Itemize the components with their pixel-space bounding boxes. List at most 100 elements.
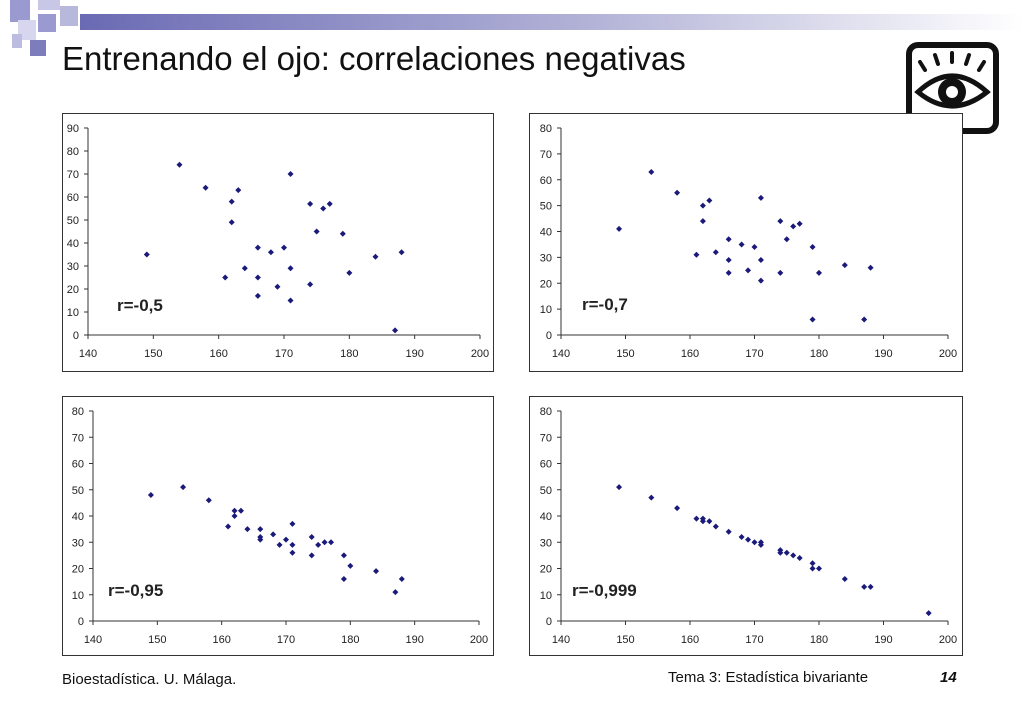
x-tick-label: 200: [471, 348, 489, 360]
scatter-point: [340, 552, 347, 559]
scatter-point: [392, 589, 399, 596]
scatter-point: [616, 225, 623, 232]
scatter-plot-r05: 0 10 20 30 40 50 60 70 80 90 140 150 160 170 180 190 200: [67, 123, 489, 360]
scatter-point: [287, 297, 294, 304]
x-tick-label: 170: [745, 348, 763, 360]
scatter-point: [809, 244, 816, 251]
x-tick-label: 170: [277, 634, 295, 646]
scatter-point: [147, 492, 154, 498]
scatter-point: [790, 223, 797, 230]
x-tick-label: 190: [405, 348, 423, 360]
x-tick-label: 140: [552, 634, 570, 646]
y-tick-label: 40: [67, 238, 79, 250]
scatter-point: [783, 549, 790, 556]
scatter-point: [712, 249, 719, 256]
y-tick-label: 70: [540, 432, 552, 444]
x-tick-label: 180: [340, 348, 358, 360]
x-tick-label: 160: [681, 634, 699, 646]
scatter-point: [202, 184, 209, 191]
scatter-point: [328, 539, 335, 546]
x-tick-label: 150: [616, 348, 634, 360]
scatter-point: [725, 269, 732, 276]
scatter-point: [725, 256, 732, 263]
scatter-point: [699, 202, 706, 209]
x-tick-label: 190: [874, 634, 892, 646]
scatter-point: [176, 161, 183, 168]
scatter-point: [254, 244, 261, 251]
y-tick-label: 20: [67, 284, 79, 296]
y-tick-label: 10: [540, 590, 552, 602]
scatter-point: [307, 200, 314, 207]
y-tick-label: 80: [540, 406, 552, 418]
scatter-point: [861, 316, 868, 323]
scatter-point: [699, 518, 706, 525]
x-tick-label: 200: [470, 634, 488, 646]
scatter-point: [228, 219, 235, 226]
scatter-point: [340, 576, 347, 582]
scatter-point: [757, 194, 764, 201]
scatter-point: [347, 562, 354, 569]
scatter-point: [205, 497, 212, 504]
scatter-point: [289, 541, 296, 548]
scatter-point: [616, 484, 623, 491]
scatter-point: [237, 507, 244, 514]
scatter-point: [289, 549, 296, 556]
x-tick-label: 190: [405, 634, 423, 646]
scatter-plot-r0999: 0 10 20 30 40 50 60 70 80 140 150 160 170 180 190 200: [540, 406, 957, 646]
scatter-point: [274, 283, 281, 290]
x-tick-label: 170: [745, 634, 763, 646]
y-tick-label: 80: [72, 406, 84, 418]
y-tick-label: 40: [540, 511, 552, 523]
x-tick-label: 150: [144, 348, 162, 360]
x-tick-label: 180: [810, 348, 828, 360]
scatter-point: [809, 565, 816, 572]
scatter-point: [706, 197, 713, 204]
scatter-point: [841, 262, 848, 269]
scatter-point: [777, 269, 784, 276]
scatter-point: [231, 513, 238, 519]
y-tick-label: 80: [67, 146, 79, 158]
scatter-point: [257, 536, 264, 543]
scatter-point: [674, 505, 681, 512]
x-tick-label: 190: [874, 348, 892, 360]
header-decoration: [10, 0, 1024, 56]
scatter-point: [254, 274, 261, 281]
y-tick-label: 0: [73, 330, 79, 342]
slide-title: Entrenando el ojo: correlaciones negativ…: [62, 40, 686, 77]
scatter-point: [648, 168, 655, 175]
scatter-point: [225, 523, 232, 530]
x-tick-label: 150: [148, 634, 166, 646]
scatter-point: [308, 534, 315, 540]
scatter-point: [738, 241, 745, 248]
scatter-point: [738, 534, 745, 540]
scatter-point: [281, 244, 287, 251]
y-tick-label: 30: [540, 537, 552, 549]
scatter-plot-r095: 0 10 20 30 40 50 60 70 80 140 150 160 170 180 190 200: [72, 406, 488, 646]
scatter-point: [796, 220, 803, 227]
scatter-point: [308, 552, 315, 559]
scatter-point: [287, 171, 294, 177]
scatter-point: [745, 267, 752, 274]
correlation-label: r=-0,999: [572, 581, 637, 600]
scatter-point: [321, 539, 328, 546]
x-tick-label: 150: [616, 634, 634, 646]
scatter-point: [745, 536, 752, 543]
scatter-point: [867, 264, 874, 271]
y-tick-label: 10: [67, 307, 79, 319]
y-tick-label: 10: [72, 590, 84, 602]
scatter-point: [712, 523, 719, 530]
scatter-point: [861, 583, 868, 590]
y-tick-label: 60: [72, 459, 84, 471]
scatter-point: [777, 218, 784, 225]
y-tick-label: 50: [72, 485, 84, 497]
scatter-point: [816, 565, 822, 572]
x-tick-label: 200: [939, 634, 957, 646]
scatter-point: [346, 269, 353, 276]
footer-topic: Tema 3: Estadística bivariante: [668, 669, 869, 686]
x-tick-label: 140: [79, 348, 97, 360]
y-tick-label: 90: [67, 123, 79, 135]
y-tick-label: 60: [540, 459, 552, 471]
scatter-point: [254, 292, 261, 299]
x-tick-label: 160: [212, 634, 230, 646]
scatter-point: [222, 274, 229, 281]
